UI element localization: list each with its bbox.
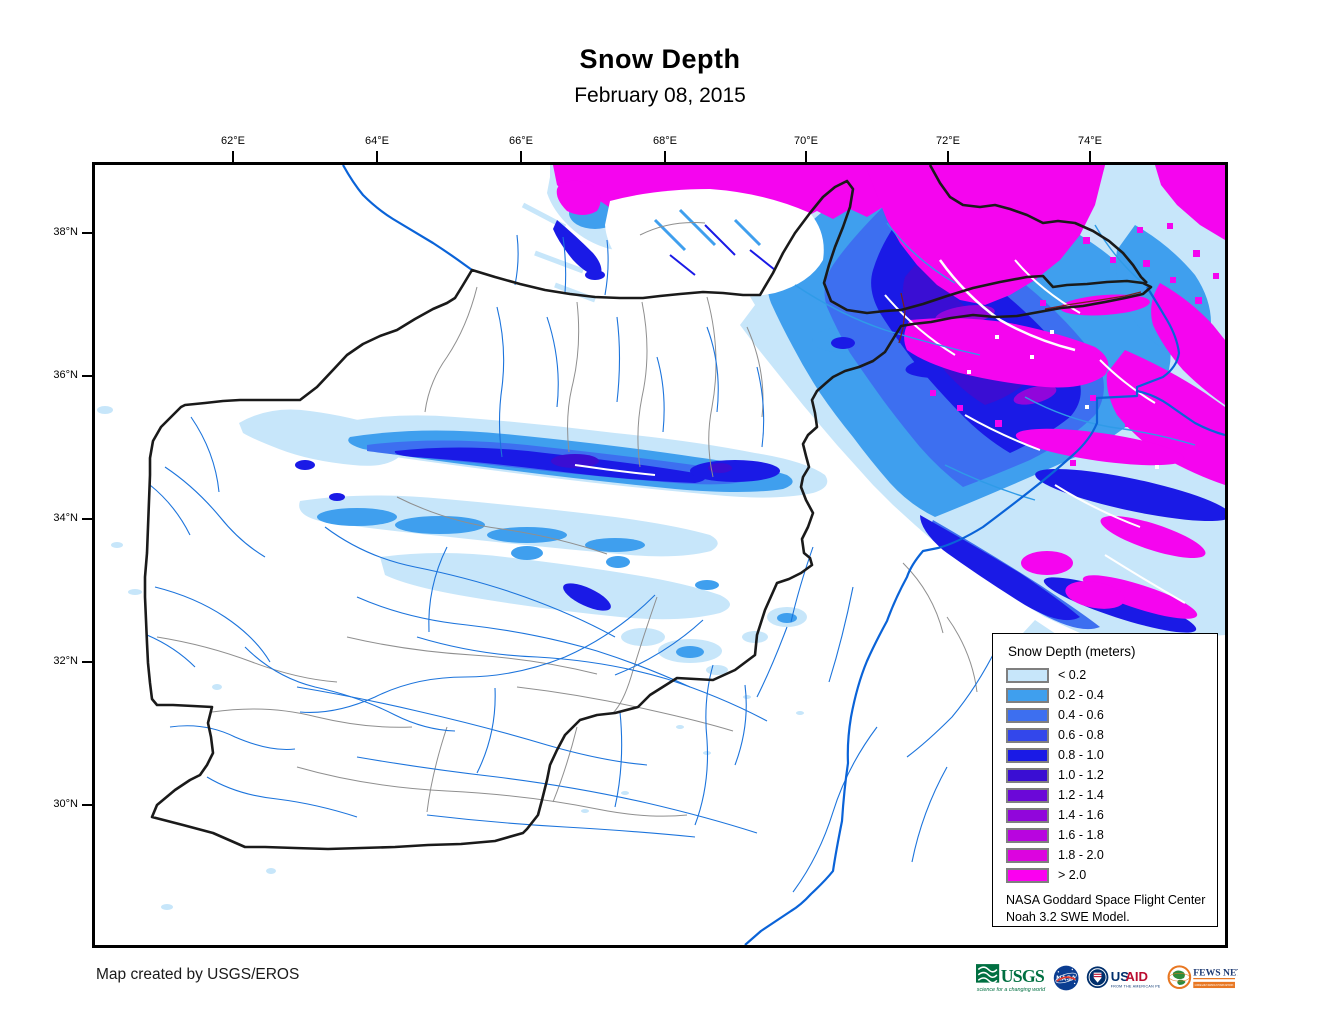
- legend-row: < 0.2: [1006, 665, 1209, 685]
- legend-swatch: [1006, 867, 1049, 883]
- lat-tick-label: 30°N: [53, 798, 78, 810]
- legend-label: 0.2 - 0.4: [1058, 688, 1104, 702]
- lon-tick: [376, 151, 378, 162]
- legend-row: 0.6 - 0.8: [1006, 725, 1209, 745]
- usaid-logo: US AID FROM THE AMERICAN PEOPLE: [1086, 966, 1160, 988]
- legend-swatch: [1006, 707, 1049, 723]
- legend-swatch: [1006, 727, 1049, 743]
- mountain-rivers: [794, 222, 1196, 501]
- fewsnet-tagline: FAMINE EARLY WARNING SYSTEMS NETWORK: [1195, 984, 1234, 987]
- legend-swatch: [1006, 687, 1049, 703]
- lon-tick: [805, 151, 807, 162]
- legend-row: 1.4 - 1.6: [1006, 805, 1209, 825]
- rivers-layer: [146, 234, 998, 893]
- legend-label: 1.0 - 1.2: [1058, 768, 1104, 782]
- legend-label: 0.4 - 0.6: [1058, 708, 1104, 722]
- lat-tick-label: 36°N: [53, 369, 78, 381]
- legend-label: 1.4 - 1.6: [1058, 808, 1104, 822]
- country-borders: [143, 165, 1153, 851]
- legend-label: > 2.0: [1058, 868, 1087, 882]
- page-title: Snow Depth: [579, 44, 741, 74]
- lat-tick: [82, 232, 93, 234]
- legend-swatch: [1006, 807, 1049, 823]
- legend-title: Snow Depth (meters): [1008, 644, 1136, 659]
- legend-row: 0.2 - 0.4: [1006, 685, 1209, 705]
- lon-tick-label: 70°E: [794, 135, 818, 147]
- usgs-logo: USGS science for a changing world: [976, 964, 1046, 993]
- fewsnet-wordmark: FEWS NET: [1193, 968, 1238, 979]
- legend-swatch: [1006, 847, 1049, 863]
- legend-swatch: [1006, 787, 1049, 803]
- lon-tick-label: 66°E: [509, 135, 533, 147]
- legend-note: NASA Goddard Space Flight Center Noah 3.…: [1006, 892, 1209, 925]
- white-valleys: [414, 189, 1186, 604]
- legend-row: 1.6 - 1.8: [1006, 825, 1209, 845]
- lon-tick: [520, 151, 522, 162]
- legend-label: 0.6 - 0.8: [1058, 728, 1104, 742]
- legend-row: > 2.0: [1006, 865, 1209, 885]
- afghanistan-border: [143, 179, 1153, 851]
- indus-blue-boundary: [744, 286, 1181, 945]
- lon-tick: [947, 151, 949, 162]
- fewsnet-logo: FEWS NET FAMINE EARLY WARNING SYSTEMS NE…: [1167, 965, 1238, 990]
- lat-tick-label: 34°N: [53, 512, 78, 524]
- usgs-wave-icon: [977, 966, 998, 984]
- legend-label: 1.8 - 2.0: [1058, 848, 1104, 862]
- disputed-boundary: [898, 291, 1142, 344]
- legend-label: 1.2 - 1.4: [1058, 788, 1104, 802]
- legend-row: 0.8 - 1.0: [1006, 745, 1209, 765]
- lon-tick-label: 72°E: [936, 135, 960, 147]
- legend-swatch: [1006, 667, 1049, 683]
- legend-label: 0.8 - 1.0: [1058, 748, 1104, 762]
- legend-row: 1.8 - 2.0: [1006, 845, 1209, 865]
- legend-note-line1: NASA Goddard Space Flight Center: [1006, 893, 1206, 907]
- blue-boundary-east: [1136, 389, 1225, 437]
- admin-boundaries: [156, 222, 978, 817]
- legend-note-line2: Noah 3.2 SWE Model.: [1006, 909, 1130, 924]
- legend-label: 1.6 - 1.8: [1058, 828, 1104, 842]
- legend-row: 1.0 - 1.2: [1006, 765, 1209, 785]
- legend-swatch: [1006, 747, 1049, 763]
- lon-tick: [232, 151, 234, 162]
- lon-tick: [664, 151, 666, 162]
- usaid-wordmark-us: US: [1111, 969, 1129, 984]
- lon-tick-label: 62°E: [221, 135, 245, 147]
- lon-tick: [1089, 151, 1091, 162]
- usaid-wordmark-aid: AID: [1125, 969, 1148, 984]
- map-frame: Snow Depth (meters) < 0.2 0.2 - 0.4 0.4 …: [92, 162, 1228, 948]
- lat-tick-label: 38°N: [53, 226, 78, 238]
- lon-tick-label: 74°E: [1078, 135, 1102, 147]
- amu-darya-river: [342, 165, 473, 271]
- lat-tick: [82, 375, 93, 377]
- nasa-wordmark: NASA: [1056, 975, 1076, 982]
- lat-tick: [82, 518, 93, 520]
- northern-areas-border: [928, 165, 1148, 284]
- lon-tick-label: 64°E: [365, 135, 389, 147]
- lat-tick: [82, 804, 93, 806]
- legend-row: 1.2 - 1.4: [1006, 785, 1209, 805]
- nasa-logo: NASA: [1053, 965, 1079, 991]
- lat-tick: [82, 661, 93, 663]
- usaid-tagline: FROM THE AMERICAN PEOPLE: [1111, 984, 1160, 988]
- usgs-tagline: science for a changing world: [977, 987, 1046, 993]
- legend-row: 0.4 - 0.6: [1006, 705, 1209, 725]
- lat-tick-label: 32°N: [53, 655, 78, 667]
- legend-swatch: [1006, 827, 1049, 843]
- major-rivers: [342, 165, 1225, 945]
- lon-tick-label: 68°E: [653, 135, 677, 147]
- footer-logos: USGS science for a changing world NASA U…: [976, 952, 1238, 1004]
- legend-swatch: [1006, 767, 1049, 783]
- page-subtitle: February 08, 2015: [574, 84, 746, 107]
- credit-text: Map created by USGS/EROS: [96, 966, 300, 983]
- nasa-chevron-icon: [1055, 976, 1076, 982]
- usgs-wordmark: USGS: [1001, 966, 1045, 986]
- legend-label: < 0.2: [1058, 668, 1087, 682]
- legend-box: Snow Depth (meters) < 0.2 0.2 - 0.4 0.4 …: [992, 633, 1218, 927]
